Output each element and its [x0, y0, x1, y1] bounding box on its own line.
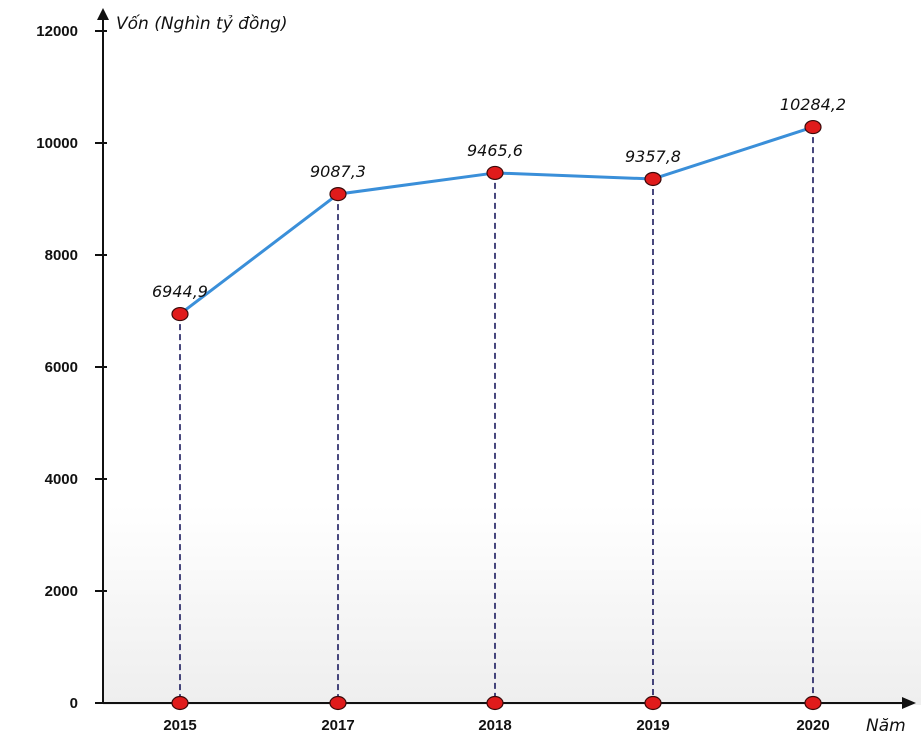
x-tick-label: 2019	[636, 717, 669, 734]
baseline-point	[804, 695, 822, 711]
plot-background-shade	[103, 505, 921, 705]
data-label: 10284,2	[780, 95, 846, 114]
y-ticks: 0 2000 4000 6000 8000 10000 12000	[36, 23, 107, 712]
x-tick-label: 2015	[163, 717, 196, 734]
y-tick-label: 0	[70, 695, 78, 712]
axes	[97, 8, 916, 709]
drop-lines	[179, 127, 814, 703]
y-tick-label: 12000	[36, 23, 78, 40]
data-labels: 6944,9 9087,3 9465,6 9357,8 10284,2	[152, 95, 846, 301]
x-tick-label: 2017	[321, 717, 354, 734]
data-point	[486, 165, 504, 181]
x-tick-label: 2018	[478, 717, 511, 734]
data-point	[644, 171, 662, 187]
data-label: 9087,3	[310, 162, 366, 181]
baseline-point	[329, 695, 347, 711]
y-tick-label: 10000	[36, 135, 78, 152]
data-label: 6944,9	[152, 282, 208, 301]
data-label: 9357,8	[625, 147, 681, 166]
markers	[171, 119, 822, 711]
baseline-point	[171, 695, 189, 711]
data-label: 9465,6	[467, 141, 523, 160]
data-point	[171, 306, 189, 322]
y-tick-label: 8000	[45, 247, 78, 264]
x-axis-arrow	[902, 697, 916, 709]
x-axis-title: Năm	[866, 716, 906, 736]
y-tick-label: 6000	[45, 359, 78, 376]
y-axis-arrow	[97, 8, 109, 20]
x-labels: 2015 2017 2018 2019 2020	[163, 717, 829, 734]
y-tick-label: 4000	[45, 471, 78, 488]
y-axis-title: Vốn (Nghìn tỷ đồng)	[116, 13, 288, 34]
baseline-point	[486, 695, 504, 711]
x-tick-label: 2020	[796, 717, 829, 734]
y-tick-label: 2000	[45, 583, 78, 600]
data-point	[329, 187, 347, 202]
data-point	[804, 119, 822, 135]
baseline-point	[644, 695, 662, 711]
